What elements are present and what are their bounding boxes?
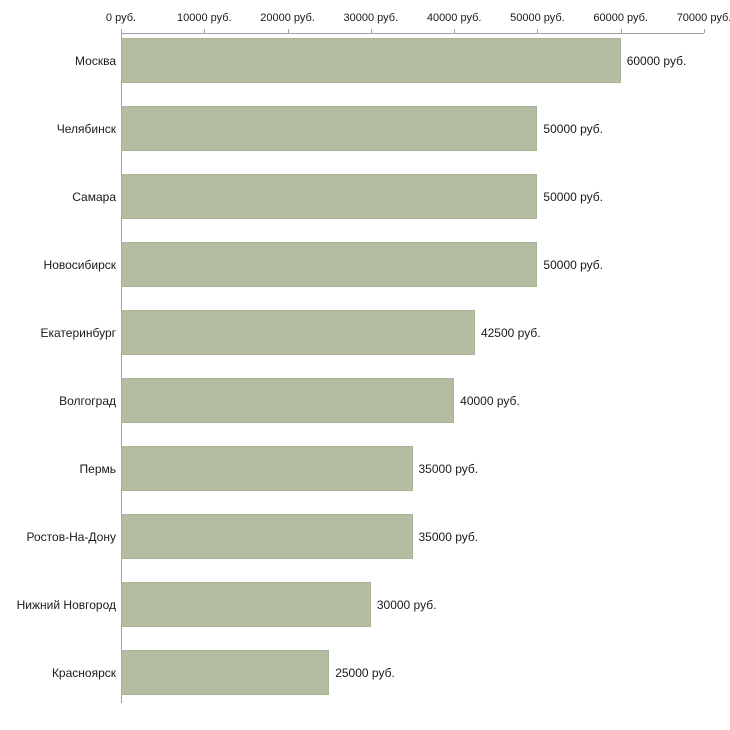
category-label: Самара: [72, 189, 116, 204]
category-label: Новосибирск: [43, 257, 116, 272]
x-tick-mark: [620, 29, 622, 33]
bar-7: [121, 446, 413, 491]
x-tick-mark: [370, 29, 372, 33]
bar-9: [121, 582, 371, 627]
bar-10: [121, 650, 330, 695]
category-label: Челябинск: [56, 121, 116, 136]
x-tick-label: 0 руб.: [105, 12, 137, 24]
category-label: Красноярск: [51, 665, 116, 680]
x-tick-mark: [704, 29, 705, 33]
bar-3: [121, 174, 538, 219]
bar-value-label: 60000 руб.: [626, 53, 687, 68]
bar-value-label: 50000 руб.: [543, 257, 604, 272]
bar-value-label: 50000 руб.: [543, 121, 604, 136]
category-label: Москва: [75, 53, 116, 68]
x-tick-mark: [287, 29, 289, 33]
category-label: Волгоград: [59, 393, 116, 408]
x-tick-mark: [454, 29, 456, 33]
bar-2: [121, 106, 538, 151]
y-axis: [121, 33, 122, 703]
x-tick-label: 10000 руб.: [176, 12, 232, 24]
bar-1: [121, 38, 621, 83]
bar-value-label: 42500 руб.: [480, 325, 541, 340]
x-tick-mark: [121, 29, 122, 33]
x-tick-mark: [204, 29, 206, 33]
x-tick-label: 50000 руб.: [510, 12, 565, 24]
bar-value-label: 50000 руб.: [543, 189, 604, 204]
bar-4: [121, 242, 538, 287]
bar-value-label: 25000 руб.: [335, 665, 395, 680]
x-tick-label: 70000 руб.: [676, 12, 730, 24]
x-tick-label: 20000 руб.: [260, 12, 315, 24]
bar-6: [121, 378, 455, 423]
bar-value-label: 35000 руб.: [418, 529, 479, 544]
x-tick-label: 30000 руб.: [343, 12, 399, 24]
bar-5: [121, 310, 475, 355]
x-axis: [121, 33, 704, 34]
bar-value-label: 30000 руб.: [376, 597, 437, 612]
x-tick-label: 40000 руб.: [426, 12, 482, 24]
bar-value-label: 40000 руб.: [460, 393, 520, 408]
category-label: Ростов-На-Дону: [26, 529, 116, 544]
category-label: Екатеринбург: [40, 325, 117, 340]
bar-8: [121, 514, 413, 559]
x-tick-label: 60000 руб.: [593, 12, 649, 24]
x-tick-mark: [537, 29, 539, 33]
bar-value-label: 35000 руб.: [418, 461, 479, 476]
category-label: Пермь: [79, 461, 116, 476]
category-label: Нижний Новгород: [16, 597, 116, 612]
